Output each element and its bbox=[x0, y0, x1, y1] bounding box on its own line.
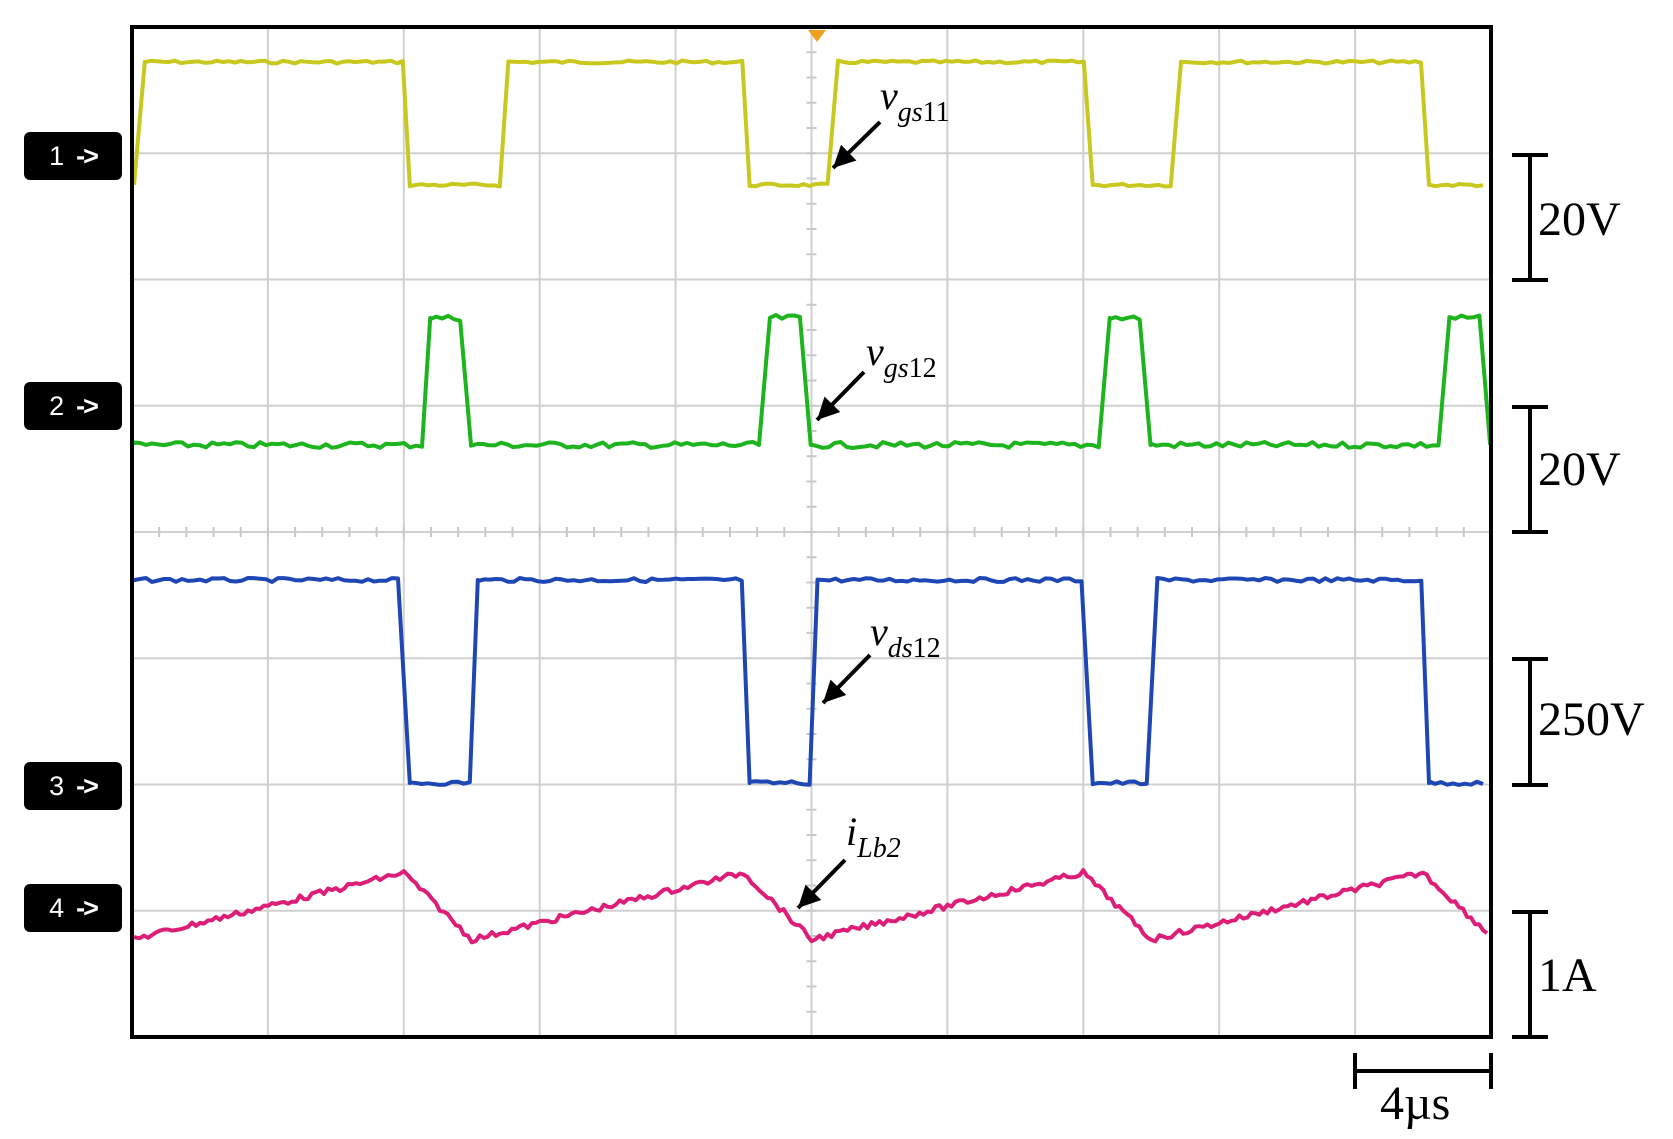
trace-channel-3 bbox=[132, 576, 1484, 787]
trace-channel-4 bbox=[131, 868, 1489, 945]
channel-1-number: 1 bbox=[49, 140, 65, 171]
screen-frame bbox=[130, 25, 1493, 1039]
scale-label-ch2: 20V bbox=[1538, 443, 1621, 496]
channel-4-number: 4 bbox=[49, 892, 65, 923]
scale-bars bbox=[1353, 153, 1548, 1089]
trace-channel-1 bbox=[132, 58, 1484, 189]
scale-label-ch4: 1A bbox=[1538, 949, 1597, 1002]
channel-3-marker: 3 -> bbox=[24, 762, 122, 810]
arrow-right-icon: -> bbox=[76, 770, 99, 801]
arrow-right-icon: -> bbox=[76, 892, 99, 923]
arrow-head-icon bbox=[817, 396, 841, 420]
channel-1-marker: 1 -> bbox=[24, 132, 122, 180]
trace-label-vgs12: vgs12 bbox=[866, 329, 937, 384]
channel-2-number: 2 bbox=[49, 390, 65, 421]
traces bbox=[131, 58, 1493, 945]
arrow-head-icon bbox=[798, 884, 822, 908]
trigger-marker bbox=[808, 30, 826, 42]
trace-label-vds12: vds12 bbox=[870, 609, 941, 664]
trace-label-iLb2: iLb2 bbox=[846, 809, 901, 864]
trace-label-vgs11: vgs11 bbox=[880, 73, 950, 128]
scale-label-ch1: 20V bbox=[1538, 193, 1621, 246]
channel-3-number: 3 bbox=[49, 770, 65, 801]
trace-channel-2 bbox=[132, 313, 1493, 450]
channel-4-marker: 4 -> bbox=[24, 884, 122, 932]
channel-2-marker: 2 -> bbox=[24, 382, 122, 430]
label-arrows bbox=[796, 120, 882, 910]
arrow-head-icon bbox=[823, 679, 847, 703]
scale-label-ch3: 250V bbox=[1538, 693, 1645, 746]
arrow-right-icon: -> bbox=[76, 390, 99, 421]
grid-lines bbox=[131, 26, 1492, 1038]
arrow-head-icon bbox=[833, 144, 857, 168]
arrow-right-icon: -> bbox=[76, 140, 99, 171]
trigger-icon bbox=[808, 30, 826, 42]
time-scale-label: 4µs bbox=[1380, 1077, 1451, 1130]
